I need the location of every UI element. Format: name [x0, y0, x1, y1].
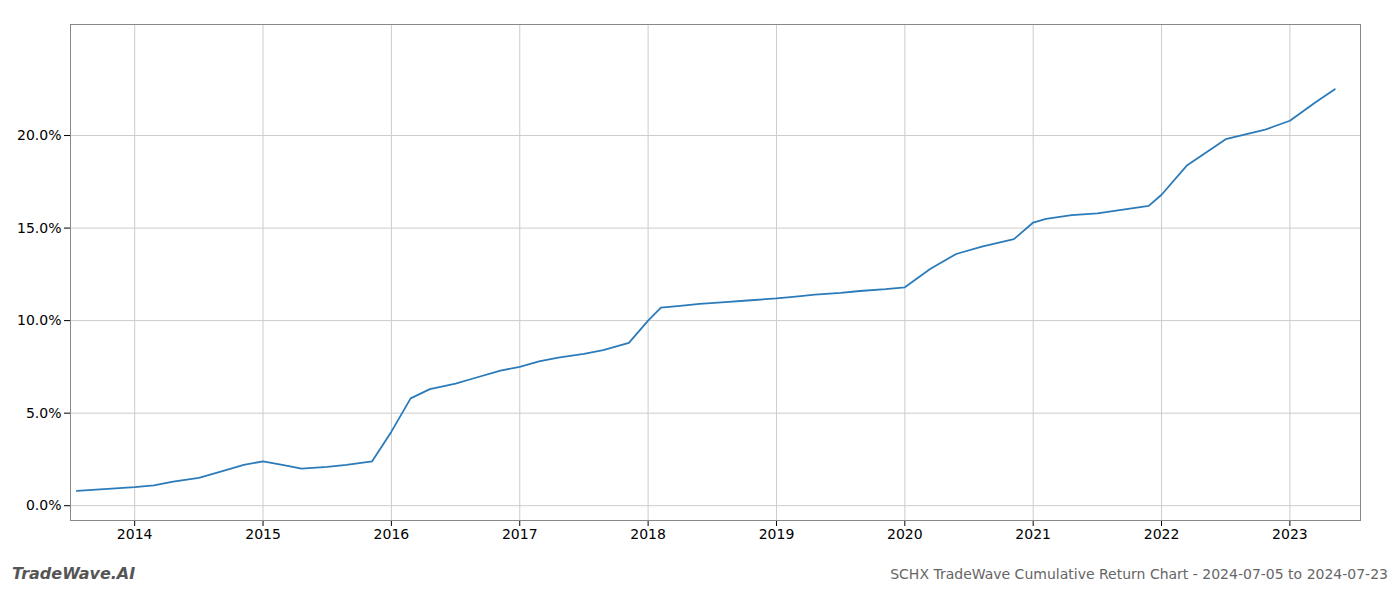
svg-text:2017: 2017: [502, 526, 538, 542]
svg-text:2019: 2019: [759, 526, 795, 542]
svg-text:2022: 2022: [1144, 526, 1180, 542]
svg-text:2015: 2015: [245, 526, 281, 542]
html-text:SCHX TradeWave Cumulative Retu: SCHX TradeWave Cumulative Return Chart -…: [890, 566, 1388, 582]
svg-text:10.0%: 10.0%: [17, 312, 61, 328]
svg-text:2021: 2021: [1015, 526, 1051, 542]
svg-text:2018: 2018: [630, 526, 666, 542]
svg-text:2016: 2016: [374, 526, 410, 542]
svg-text:2014: 2014: [117, 526, 153, 542]
svg-text:20.0%: 20.0%: [17, 127, 61, 143]
svg-text:2020: 2020: [887, 526, 923, 542]
svg-text:15.0%: 15.0%: [17, 220, 61, 236]
svg-text:2023: 2023: [1272, 526, 1308, 542]
svg-text:0.0%: 0.0%: [26, 497, 62, 513]
html-text:TradeWave.AI: TradeWave.AI: [12, 564, 136, 583]
svg-text:5.0%: 5.0%: [26, 405, 62, 421]
